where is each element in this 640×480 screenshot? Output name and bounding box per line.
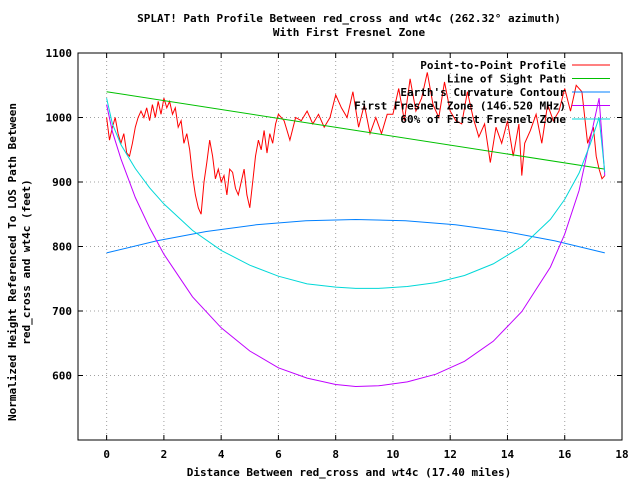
- x-tick-label: 18: [615, 448, 628, 461]
- y-tick-label: 1100: [46, 47, 73, 60]
- series-layer: [106, 72, 606, 388]
- x-tick-label: 16: [558, 448, 572, 461]
- series-line-2: [106, 91, 605, 170]
- legend-label-1: Point-to-Point Profile: [420, 59, 566, 72]
- legend-label-2: Line of Sight Path: [447, 73, 566, 86]
- x-axis-label: Distance Between red_cross and wt4c (17.…: [187, 466, 512, 479]
- y-tick-label: 700: [52, 305, 72, 318]
- y-tick-label: 900: [52, 176, 72, 189]
- legend-label-5: 60% of First Fresnel Zone: [400, 113, 566, 126]
- x-tick-label: 2: [161, 448, 168, 461]
- chart-subtitle: With First Fresnel Zone: [273, 26, 426, 39]
- y-tick-label: 600: [52, 370, 72, 383]
- x-tick-label: 8: [332, 448, 339, 461]
- tick-layer: 0 2 4 6 8 10 12 14 16 18 600 700 800 900 1000 1100: [46, 47, 629, 461]
- x-tick-label: 6: [275, 448, 282, 461]
- series-line-3: [106, 218, 605, 254]
- series-line-5: [106, 98, 606, 289]
- y-axis-label-line2: red_cross and wt4c (feet): [20, 179, 33, 345]
- series-line-1: [106, 72, 606, 215]
- x-tick-label: 14: [501, 448, 515, 461]
- series-line-4: [106, 98, 606, 388]
- x-tick-label: 4: [218, 448, 225, 461]
- y-tick-label: 800: [52, 241, 72, 254]
- x-tick-label: 12: [444, 448, 457, 461]
- legend-label-3: Earth's Curvature Contour: [400, 86, 566, 99]
- legend-label-4: First Fresnel Zone (146.520 MHz): [354, 100, 566, 113]
- x-tick-label: 0: [103, 448, 110, 461]
- x-tick-label: 10: [386, 448, 399, 461]
- plot-area-border: [77, 52, 623, 441]
- y-axis-label-line1: Normalized Height Referenced To LOS Path…: [6, 103, 19, 421]
- chart-title: SPLAT! Path Profile Between red_cross an…: [137, 12, 561, 25]
- y-tick-label: 1000: [46, 112, 73, 125]
